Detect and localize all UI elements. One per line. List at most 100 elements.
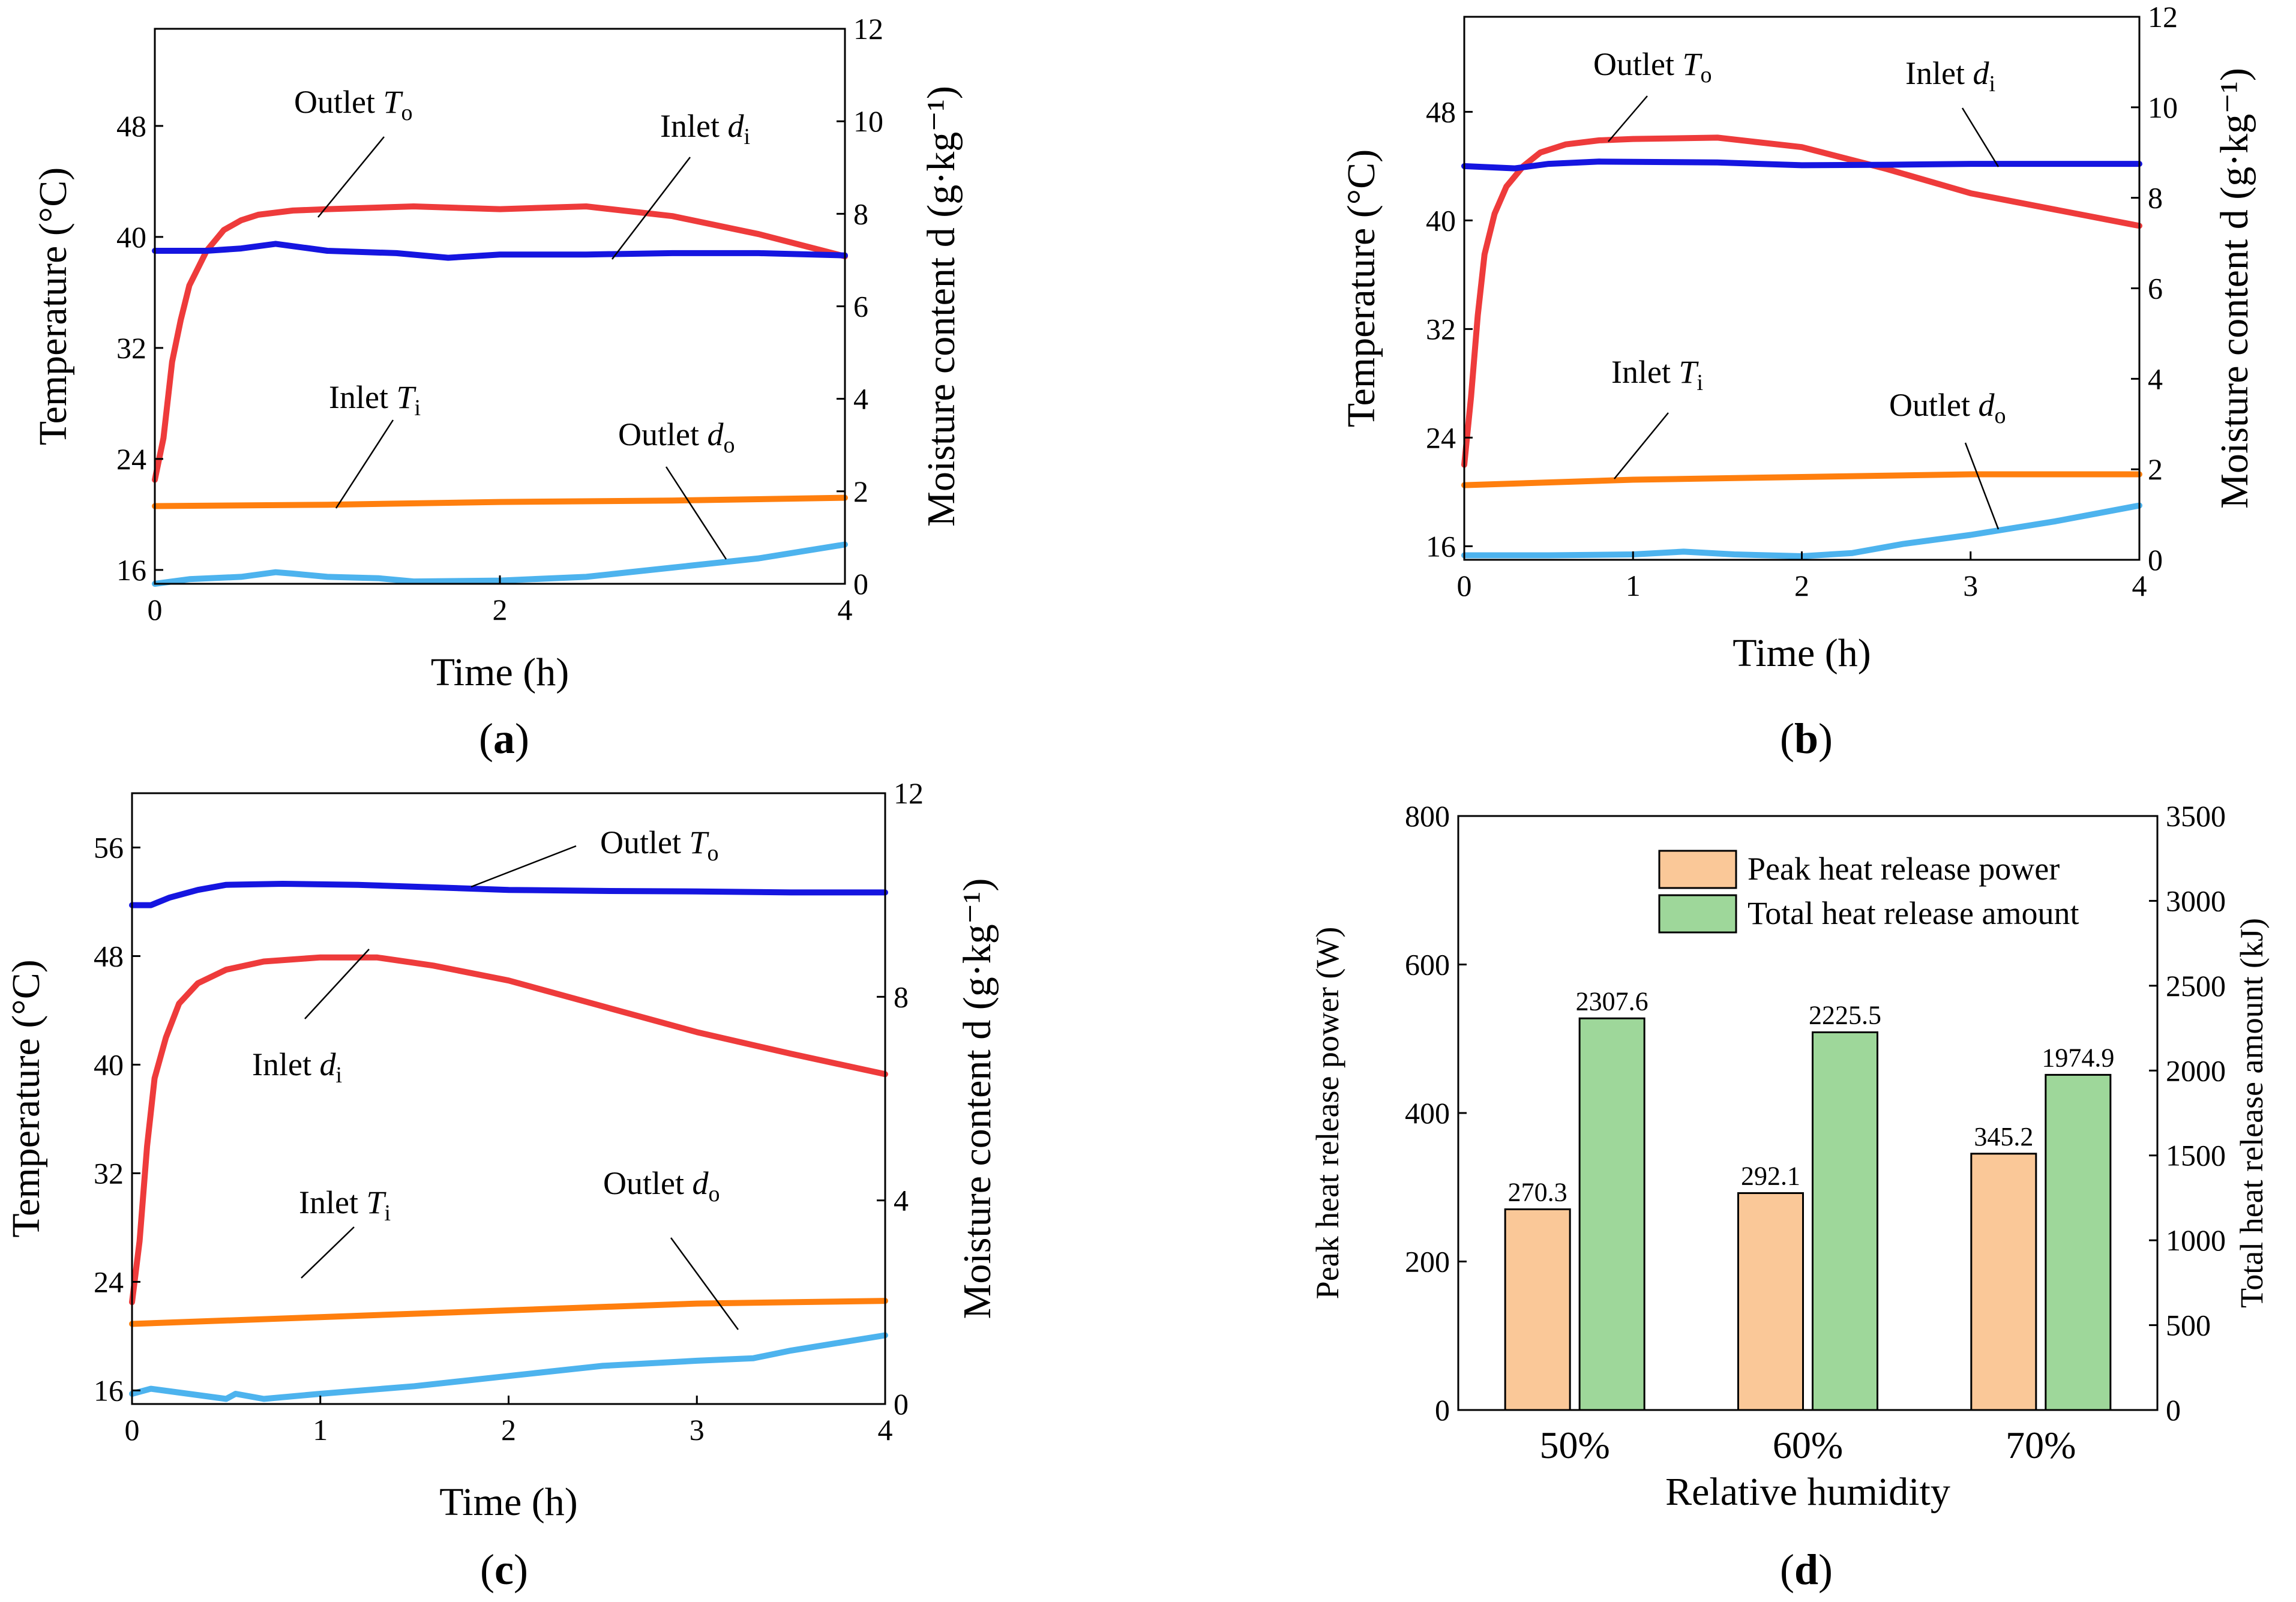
text-span: i <box>415 395 421 421</box>
text-span: Inlet <box>1905 55 1973 91</box>
series-line-2 <box>129 1298 888 1327</box>
panel-label: (b) <box>1780 715 1833 763</box>
series-line-2 <box>152 494 848 509</box>
series-line-0 <box>152 203 848 483</box>
series-line-3 <box>129 1332 888 1402</box>
y-tick-label: 40 <box>1426 203 1456 237</box>
panel-label: (d) <box>1780 1546 1833 1594</box>
y-right-tick-label: 2500 <box>2166 969 2226 1003</box>
annotation-3: Outlet do <box>1889 387 2006 428</box>
y-right-tick-label: 4 <box>853 382 868 416</box>
series-line-0 <box>129 954 888 1306</box>
y-tick-label: 16 <box>1426 529 1456 563</box>
y-right-tick-label: 8 <box>894 980 909 1013</box>
text-span: ( <box>479 715 493 763</box>
legend-label: Peak heat release power <box>1748 851 2060 887</box>
x-tick-label: 4 <box>878 1413 893 1447</box>
y-tick-label: 48 <box>94 939 124 973</box>
text-span: o <box>1701 62 1712 88</box>
bar-1-2 <box>2045 1073 2112 1411</box>
y-right-tick-label: 6 <box>853 290 868 323</box>
text-span: Outlet <box>294 84 383 120</box>
series-line-0 <box>1461 134 2142 468</box>
text-span: ( <box>1780 1546 1794 1594</box>
bar-data-label: 1974.9 <box>2042 1043 2114 1072</box>
y-right-axis-label: Moisture content d (g·kg⁻¹) <box>919 86 963 527</box>
y-tick-label: 24 <box>116 442 146 476</box>
text-span: T <box>366 1184 386 1220</box>
text-span: ) <box>515 715 529 763</box>
y-right-tick-label: 4 <box>894 1184 909 1217</box>
annotation-0: Outlet To <box>1593 46 1712 88</box>
x-tick-label: 3 <box>1963 569 1978 602</box>
text-span: Outlet <box>600 824 689 860</box>
y-tick-label: 56 <box>94 830 124 864</box>
text-span: o <box>401 100 413 125</box>
text-span: i <box>1697 370 1704 395</box>
text-span: Outlet <box>603 1165 692 1201</box>
x-axis-label: Time (h) <box>439 1480 577 1524</box>
annotation-leader <box>304 949 370 1019</box>
legend: Peak heat release power Total heat releas… <box>1658 850 2079 934</box>
text-span: ( <box>1780 715 1794 763</box>
legend-swatch <box>1658 894 1737 934</box>
annotation-0: Outlet To <box>294 84 413 125</box>
y-right-axis-label: Moisture content d (g·kg⁻¹) <box>955 878 999 1319</box>
text-span: ) <box>1818 715 1833 763</box>
y-right-tick-label: 2 <box>853 475 868 508</box>
y-tick-label: 40 <box>94 1048 124 1081</box>
y-right-tick-label: 0 <box>2148 543 2163 577</box>
annotation-2: Inlet Ti <box>299 1184 391 1226</box>
text-span: T <box>1678 354 1699 390</box>
bar-1-1 <box>1812 1031 1878 1411</box>
annotation-leader <box>1961 107 2000 167</box>
y-right-tick-label: 8 <box>853 197 868 230</box>
y-axis-label: Temperature (°C) <box>1339 149 1383 427</box>
text-span: i <box>385 1201 391 1226</box>
x-axis-label: Relative humidity <box>1665 1470 1950 1514</box>
x-tick-label: 2 <box>501 1413 516 1447</box>
text-span: Inlet <box>252 1046 319 1082</box>
y-right-axis-label: Moisture content d (g·kg⁻¹) <box>2213 68 2256 509</box>
text-span: d <box>1794 1546 1818 1594</box>
panel-label: (a) <box>479 715 529 763</box>
text-span: d <box>1978 387 1995 423</box>
annotation-leader <box>665 466 727 560</box>
y-tick-label: 800 <box>1405 799 1450 833</box>
text-span: ( <box>480 1546 494 1594</box>
y-right-tick-label: 0 <box>2166 1393 2181 1427</box>
y-tick-label: 24 <box>94 1265 124 1298</box>
annotation-leader <box>317 136 385 218</box>
annotation-2: Inlet Ti <box>1611 354 1703 395</box>
y-right-tick-label: 10 <box>853 104 883 138</box>
y-right-tick-label: 1500 <box>2166 1139 2226 1172</box>
series-line-3 <box>152 541 848 587</box>
x-category-label: 50% <box>1540 1424 1610 1466</box>
x-tick-label: 1 <box>313 1413 328 1447</box>
y-tick-label: 16 <box>94 1373 124 1407</box>
legend-label: Total heat release amount <box>1748 895 2079 931</box>
annotation-1: Inlet di <box>1905 55 1995 97</box>
bar-data-label: 2307.6 <box>1576 986 1648 1016</box>
x-tick-label: 0 <box>1457 569 1472 602</box>
y-tick-label: 32 <box>116 331 146 365</box>
bar-data-label: 270.3 <box>1508 1178 1567 1207</box>
y-axis-label: Temperature (°C) <box>4 959 48 1237</box>
text-span: d <box>707 416 724 452</box>
y-right-tick-label: 12 <box>2148 0 2178 34</box>
y-right-tick-label: 0 <box>894 1387 909 1421</box>
y-right-tick-label: 2 <box>2148 452 2163 486</box>
text-span: c <box>494 1546 514 1594</box>
x-tick-label: 2 <box>493 593 508 626</box>
x-tick-label: 1 <box>1626 569 1641 602</box>
y-right-tick-label: 10 <box>2148 91 2178 124</box>
x-tick-label: 3 <box>690 1413 705 1447</box>
bar-0-2 <box>1970 1153 2037 1411</box>
series-line-3 <box>1461 502 2142 559</box>
text-span: o <box>708 1181 720 1207</box>
annotation-2: Inlet Ti <box>329 379 421 421</box>
y-tick-label: 600 <box>1405 948 1450 982</box>
